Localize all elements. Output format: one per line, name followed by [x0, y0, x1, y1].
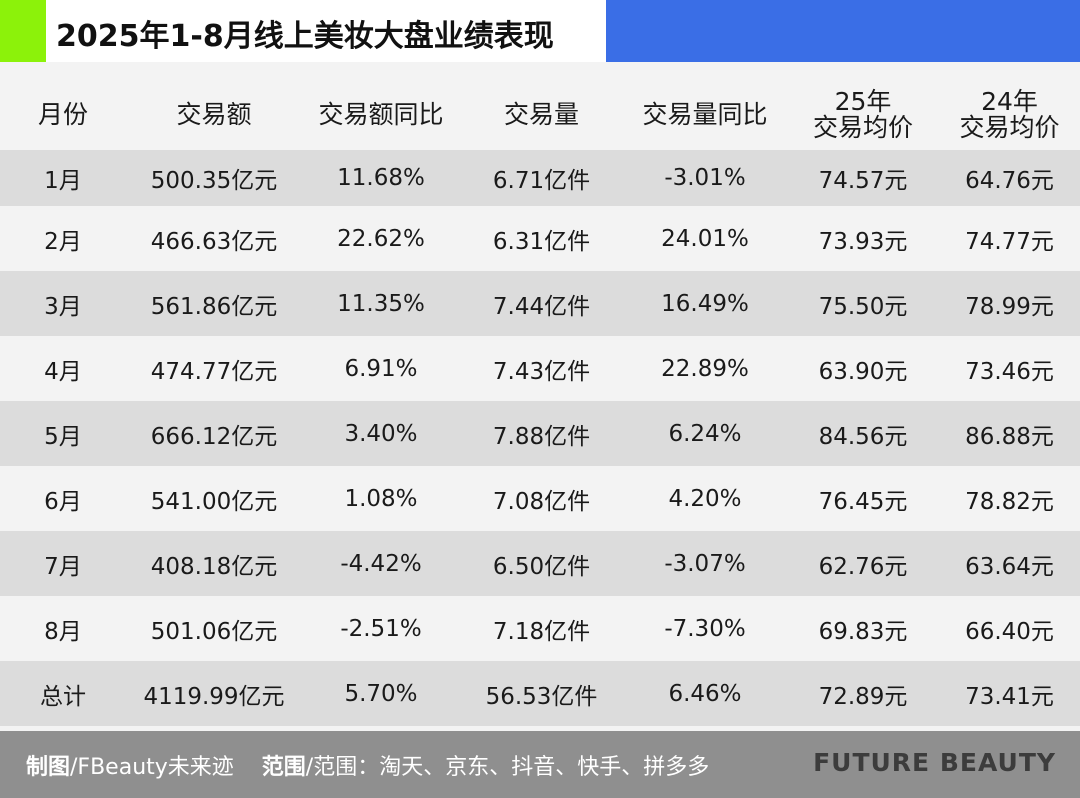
cell-gmv: 666.12亿元: [126, 401, 302, 466]
cell-gmv: 4119.99亿元: [126, 661, 302, 726]
cell-month: 2月: [0, 206, 126, 271]
cell-month: 3月: [0, 271, 126, 336]
cell-month: 8月: [0, 596, 126, 661]
source-note: 制图/FBeauty未来迹 范围/范围：淘天、京东、抖音、快手、拼多多: [26, 749, 709, 781]
cell-volume: 6.31亿件: [460, 206, 623, 271]
cell-gmv-yoy: 3.40%: [302, 401, 460, 466]
cell-avg-price-24: 73.41元: [939, 661, 1080, 726]
cell-gmv-yoy: -4.42%: [302, 531, 460, 596]
cell-volume-yoy: 16.49%: [623, 271, 787, 336]
cell-gmv-yoy: 11.35%: [302, 271, 460, 336]
cell-avg-price-24: 73.46元: [939, 336, 1080, 401]
cell-gmv-yoy: -2.51%: [302, 596, 460, 661]
cell-avg-price-24: 66.40元: [939, 596, 1080, 661]
cell-gmv-yoy: 5.70%: [302, 661, 460, 726]
cell-avg-price-24: 64.76元: [939, 150, 1080, 206]
blue-accent-bar: [606, 0, 1080, 62]
cell-gmv: 501.06亿元: [126, 596, 302, 661]
cell-avg-price-25: 76.45元: [787, 466, 939, 531]
cell-gmv: 408.18亿元: [126, 531, 302, 596]
header-gmv-yoy: 交易额同比: [302, 80, 460, 150]
cell-volume: 7.08亿件: [460, 466, 623, 531]
cell-avg-price-24: 63.64元: [939, 531, 1080, 596]
cell-volume-yoy: -7.30%: [623, 596, 787, 661]
cell-gmv-yoy: 6.91%: [302, 336, 460, 401]
cell-avg-price-25: 69.83元: [787, 596, 939, 661]
cell-volume: 7.43亿件: [460, 336, 623, 401]
cell-month: 1月: [0, 150, 126, 206]
cell-gmv: 541.00亿元: [126, 466, 302, 531]
cell-gmv-yoy: 22.62%: [302, 206, 460, 271]
table-header-row: 月份 交易额 交易额同比 交易量 交易量同比 25年 交易均价 24年 交易均价: [0, 80, 1080, 150]
cell-month: 4月: [0, 336, 126, 401]
table-row: 2月 466.63亿元 22.62% 6.31亿件 24.01% 73.93元 74.77元: [0, 206, 1080, 271]
cell-avg-price-25: 63.90元: [787, 336, 939, 401]
cell-gmv: 474.77亿元: [126, 336, 302, 401]
cell-avg-price-25: 62.76元: [787, 531, 939, 596]
cell-volume-yoy: 6.24%: [623, 401, 787, 466]
cell-volume: 7.18亿件: [460, 596, 623, 661]
header-volume: 交易量: [460, 80, 623, 150]
scope-label: 范围: [261, 755, 306, 780]
table-row: 4月 474.77亿元 6.91% 7.43亿件 22.89% 63.90元 73.46元: [0, 336, 1080, 401]
scope-value: /范围：淘天、京东、抖音、快手、拼多多: [305, 755, 710, 780]
cell-volume-yoy: -3.07%: [623, 531, 787, 596]
brand-logo-text: FUTURE BEAUTY: [813, 748, 1056, 777]
cell-gmv: 500.35亿元: [126, 150, 302, 206]
cell-volume: 6.71亿件: [460, 150, 623, 206]
cell-volume-yoy: -3.01%: [623, 150, 787, 206]
cell-avg-price-25: 73.93元: [787, 206, 939, 271]
header-volume-yoy: 交易量同比: [623, 80, 787, 150]
table-row: 1月 500.35亿元 11.68% 6.71亿件 -3.01% 74.57元 64.76元: [0, 150, 1080, 206]
header-gmv: 交易额: [126, 80, 302, 150]
table-row: 3月 561.86亿元 11.35% 7.44亿件 16.49% 75.50元 78.99元: [0, 271, 1080, 336]
credit-value: /FBeauty未来迹: [70, 755, 234, 780]
cell-gmv: 561.86亿元: [126, 271, 302, 336]
cell-month: 5月: [0, 401, 126, 466]
cell-volume: 7.44亿件: [460, 271, 623, 336]
cell-avg-price-25: 75.50元: [787, 271, 939, 336]
cell-volume-yoy: 24.01%: [623, 206, 787, 271]
cell-avg-price-24: 86.88元: [939, 401, 1080, 466]
cell-volume: 6.50亿件: [460, 531, 623, 596]
credit-label: 制图: [26, 755, 71, 780]
cell-avg-price-24: 74.77元: [939, 206, 1080, 271]
table-row: 5月 666.12亿元 3.40% 7.88亿件 6.24% 84.56元 86.88元: [0, 401, 1080, 466]
cell-avg-price-24: 78.82元: [939, 466, 1080, 531]
header-avg-price-25: 25年 交易均价: [787, 80, 939, 150]
cell-volume-yoy: 22.89%: [623, 336, 787, 401]
footer-bar: 制图/FBeauty未来迹 范围/范围：淘天、京东、抖音、快手、拼多多 FUTU…: [0, 731, 1080, 798]
table-row: 8月 501.06亿元 -2.51% 7.18亿件 -7.30% 69.83元 66.40元: [0, 596, 1080, 661]
cell-month: 7月: [0, 531, 126, 596]
cell-avg-price-25: 74.57元: [787, 150, 939, 206]
green-accent-bar: [0, 0, 46, 62]
table-row: 7月 408.18亿元 -4.42% 6.50亿件 -3.07% 62.76元 63.64元: [0, 531, 1080, 596]
cell-gmv: 466.63亿元: [126, 206, 302, 271]
cell-gmv-yoy: 1.08%: [302, 466, 460, 531]
table-row: 6月 541.00亿元 1.08% 7.08亿件 4.20% 76.45元 78.82元: [0, 466, 1080, 531]
cell-volume-yoy: 4.20%: [623, 466, 787, 531]
performance-table: 月份 交易额 交易额同比 交易量 交易量同比 25年 交易均价 24年 交易均价 1…: [0, 80, 1080, 726]
cell-avg-price-25: 84.56元: [787, 401, 939, 466]
cell-avg-price-25: 72.89元: [787, 661, 939, 726]
table-row: 总计 4119.99亿元 5.70% 56.53亿件 6.46% 72.89元 73.41元: [0, 661, 1080, 726]
cell-month: 6月: [0, 466, 126, 531]
cell-volume: 56.53亿件: [460, 661, 623, 726]
header-month: 月份: [0, 80, 126, 150]
cell-avg-price-24: 78.99元: [939, 271, 1080, 336]
title-bar: 2025年1-8月线上美妆大盘业绩表现: [0, 0, 1080, 62]
cell-gmv-yoy: 11.68%: [302, 150, 460, 206]
cell-volume: 7.88亿件: [460, 401, 623, 466]
cell-month: 总计: [0, 661, 126, 726]
page-title: 2025年1-8月线上美妆大盘业绩表现: [56, 19, 554, 54]
header-avg-price-24: 24年 交易均价: [939, 80, 1080, 150]
cell-volume-yoy: 6.46%: [623, 661, 787, 726]
